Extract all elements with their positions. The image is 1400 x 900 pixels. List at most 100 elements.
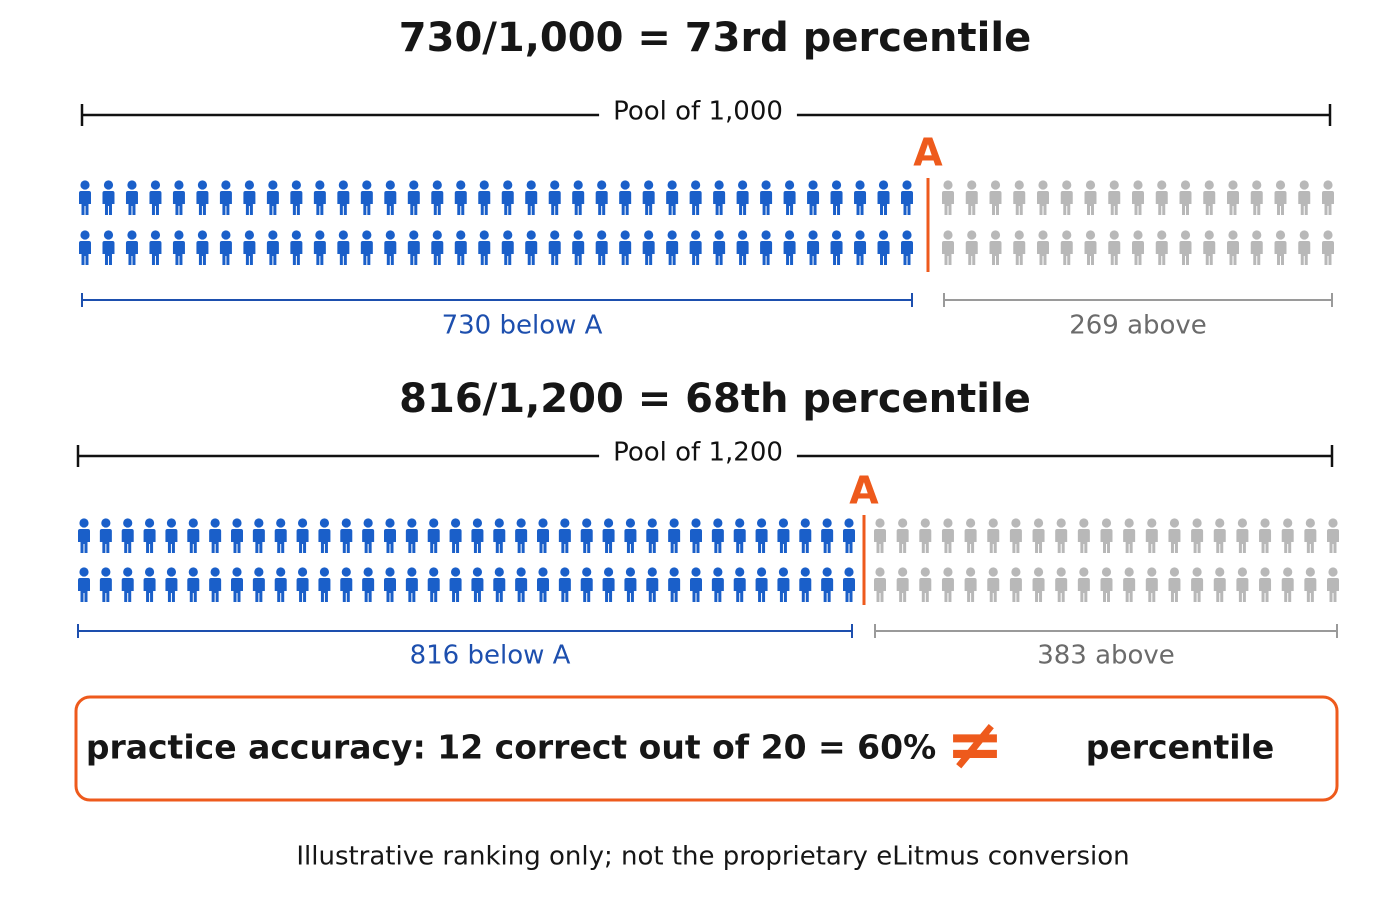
person-body (407, 191, 420, 215)
person-body (1281, 578, 1294, 602)
person-body (1077, 578, 1090, 602)
person-body (1123, 529, 1136, 553)
person-icon (196, 230, 209, 265)
person-body (602, 529, 615, 553)
person-body (1032, 529, 1045, 553)
person-icon (877, 180, 890, 215)
person-head (1215, 518, 1225, 528)
person-head (188, 518, 198, 528)
panel-title: 816/1,200 = 68th percentile (399, 376, 1031, 422)
person-body (427, 578, 440, 602)
pool-label: Pool of 1,200 (613, 438, 783, 468)
person-icon (989, 180, 1002, 215)
person-head (644, 180, 654, 190)
person-icon (919, 518, 932, 553)
person-head (1328, 567, 1338, 577)
person-body (572, 241, 585, 265)
person-icon (143, 518, 156, 553)
person-body (1145, 578, 1158, 602)
person-body (602, 578, 615, 602)
person-head (101, 518, 111, 528)
person-head (494, 567, 504, 577)
person-icon (1191, 518, 1204, 553)
person-body (296, 529, 309, 553)
person-body (1155, 191, 1168, 215)
person-body (187, 529, 200, 553)
person-head (967, 180, 977, 190)
person-body (471, 529, 484, 553)
person-icon (1145, 518, 1158, 553)
person-head (127, 230, 137, 240)
person-icon (711, 567, 724, 602)
person-body (405, 529, 418, 553)
person-head (761, 180, 771, 190)
person-head (603, 518, 614, 528)
person-icon (642, 180, 655, 215)
person-head (1180, 230, 1191, 240)
person-icon (896, 518, 909, 553)
person-body (558, 578, 571, 602)
person-body (624, 529, 637, 553)
person-head (800, 518, 810, 528)
person-body (1191, 578, 1204, 602)
person-body (755, 578, 768, 602)
person-body (558, 529, 571, 553)
person-head (691, 567, 701, 577)
person-head (1192, 567, 1202, 577)
person-head (1147, 518, 1157, 528)
person-head (1124, 567, 1134, 577)
person-icon (807, 230, 820, 265)
person-head (1079, 567, 1089, 577)
person-body (1013, 241, 1026, 265)
person-head (1038, 180, 1048, 190)
person-head (319, 518, 330, 528)
person-head (319, 567, 330, 577)
person-icon (1168, 518, 1181, 553)
person-head (1252, 180, 1262, 190)
person-body (79, 241, 91, 265)
person-head (450, 567, 461, 577)
person-body (360, 241, 373, 265)
person-body (1145, 529, 1158, 553)
person-icon (760, 180, 773, 215)
person-body (1304, 529, 1317, 553)
person-head (276, 518, 286, 528)
person-body (941, 529, 954, 553)
person-body (1203, 241, 1216, 265)
person-body (619, 191, 632, 215)
person-body (1132, 191, 1144, 215)
person-body (209, 578, 222, 602)
person-body (1274, 191, 1287, 215)
person-head (875, 567, 885, 577)
person-icon (187, 518, 200, 553)
person-head (647, 567, 657, 577)
above-label: 269 above (1069, 311, 1207, 341)
person-body (149, 241, 162, 265)
person-body (1298, 241, 1311, 265)
person-body (821, 578, 834, 602)
person-head (691, 180, 701, 190)
person-head (1305, 518, 1315, 528)
person-body (231, 529, 243, 553)
person-head (1033, 567, 1044, 577)
person-icon (602, 518, 615, 553)
person-body (689, 191, 702, 215)
person-head (738, 180, 748, 190)
person-icon (493, 567, 506, 602)
person-icon (941, 518, 954, 553)
person-body (1274, 241, 1287, 265)
person-head (875, 518, 885, 528)
person-icon (1236, 567, 1249, 602)
person-head (297, 518, 308, 528)
person-head (123, 518, 133, 528)
person-icon (337, 230, 350, 265)
person-head (784, 180, 795, 190)
person-body (713, 241, 726, 265)
person-head (472, 567, 483, 577)
person-icon (471, 567, 484, 602)
person-body (1055, 529, 1068, 553)
person-body (407, 241, 420, 265)
person-head (1299, 180, 1309, 190)
person-icon (1322, 180, 1334, 215)
person-body (548, 241, 561, 265)
